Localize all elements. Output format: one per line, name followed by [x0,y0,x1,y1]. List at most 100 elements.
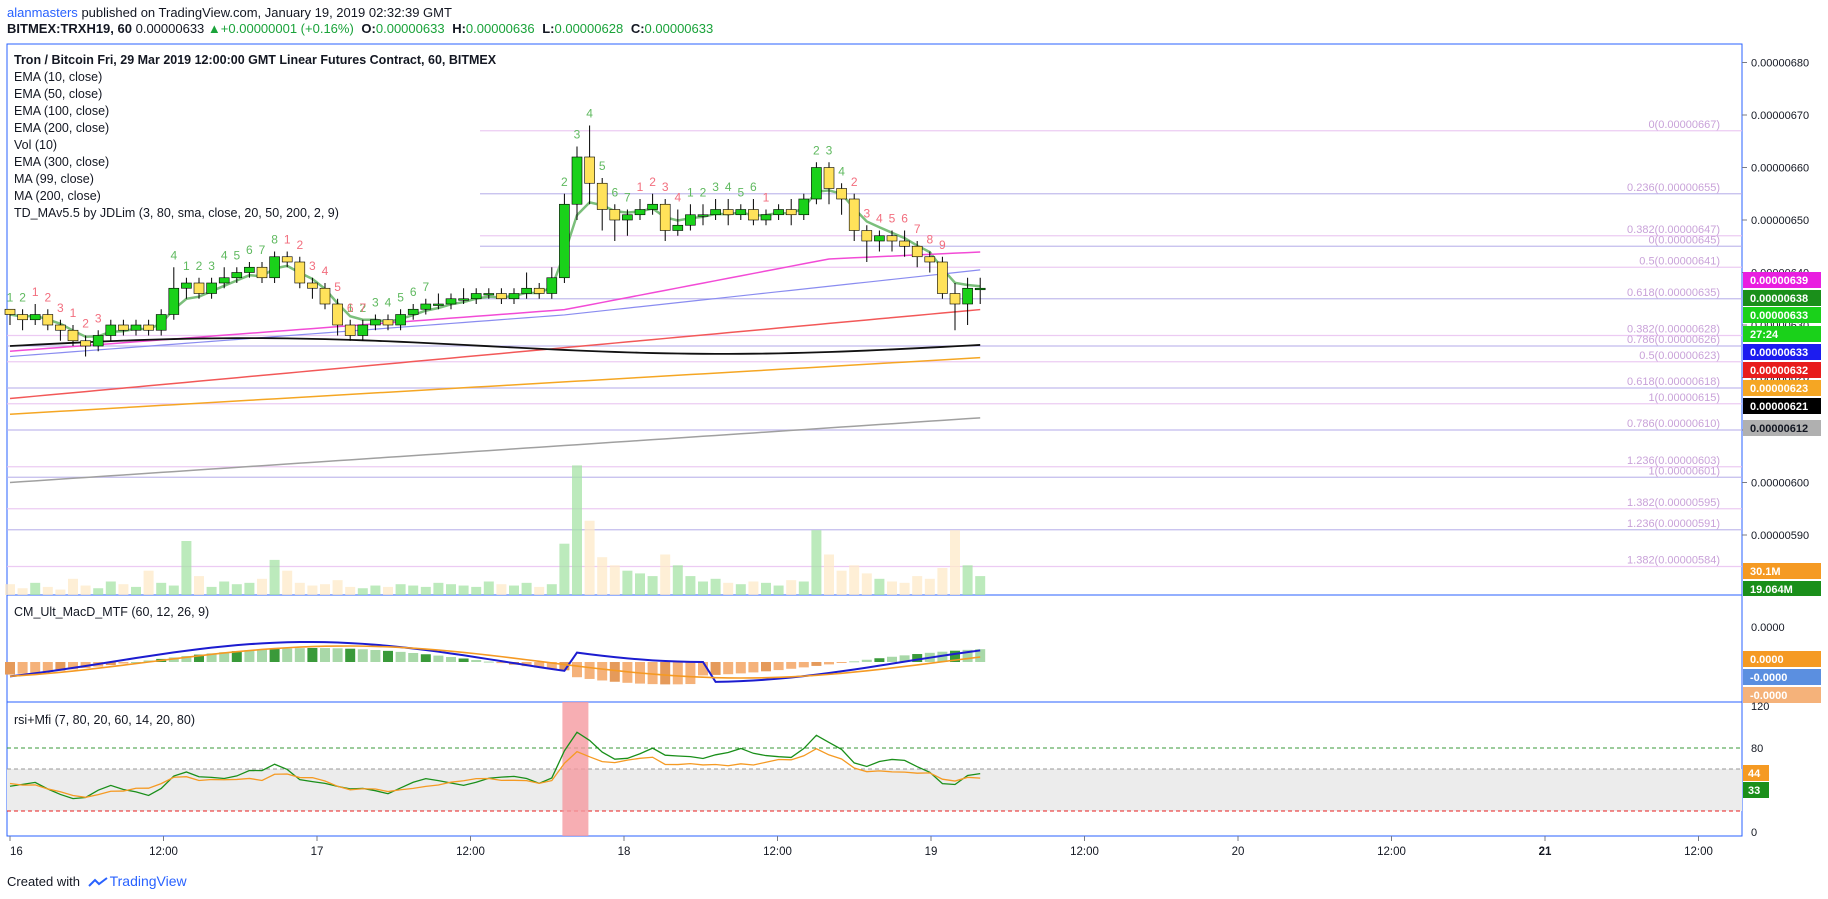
ma-200-line [9,417,981,484]
macd-histogram-bar [395,651,406,662]
macd-histogram-bar [320,648,330,662]
td-count-red: 9 [939,238,946,252]
candle [407,308,419,315]
candle [433,303,444,306]
macd-histogram-bar [887,656,897,662]
volume-bar [42,586,53,595]
macd-histogram-bar [672,662,683,685]
x-tick-label: 12:00 [1377,846,1406,858]
td-count-red: 7 [914,222,921,236]
td-count-green: 2 [359,301,366,315]
fib-level-label: 1(0.00000615) [1648,392,1720,404]
volume-bar [698,581,708,595]
candle [559,203,570,279]
volume-bar [975,576,986,595]
candle [924,256,936,263]
macd-signal-line [9,645,981,679]
volume-bar [874,578,885,595]
candle [962,287,973,305]
td-count-green: 3 [712,180,719,194]
volume-bar [395,584,406,595]
candle [332,303,343,326]
symbol-ohlc-bar: BITMEX:TRXH19, 60 0.00000633 ▲+0.0000000… [7,21,713,36]
price-badge [1743,362,1821,378]
td-count-red: 4 [876,212,883,226]
macd-badge-label: -0.0000 [1750,672,1787,684]
td-count-green: 6 [410,285,417,299]
macd-histogram-bar [773,662,784,671]
price-badge-label: 0.00000623 [1750,383,1808,395]
volume-badge-label: 19.064M [1750,584,1793,596]
volume-bar [635,573,645,595]
y-tick-label: 0.00000650 [1751,215,1809,227]
td-count-green: 5 [397,290,404,304]
candle [760,214,772,221]
macd-histogram-bar [244,650,255,662]
fib-level-label: 0.786(0.00000626) [1627,334,1720,346]
macd-histogram-bar [849,661,860,663]
x-tick-label: 20 [1232,846,1245,858]
volume-bar [546,584,557,595]
mfi-line [9,747,981,798]
macd-histogram-bar [5,662,15,675]
price-badge-label: 0.00000633 [1750,347,1808,359]
macd-histogram-bar [811,662,822,666]
candle [370,319,381,326]
fib-level-label: 0(0.00000645) [1648,234,1720,246]
macd-badge [1743,687,1821,703]
macd-histogram-bar [647,662,658,685]
volume-bar [849,565,860,595]
macd-y-tick-label: 0.0000 [1751,622,1785,634]
macd-histogram-bar [282,648,293,662]
volume-bar [521,582,532,595]
candle [659,203,671,231]
volume-bar [937,568,948,595]
volume-bar [672,565,683,595]
ema-100-line [9,269,981,358]
td-count-green: 3 [826,143,833,157]
rsi-band [7,769,1742,811]
macd-histogram-bar [899,655,910,662]
volume-bar [597,557,608,595]
td-count-green: 5 [737,185,744,199]
volume-bar [383,586,393,595]
candle [861,230,873,242]
fib-level-label: 1.382(0.00000584) [1627,555,1720,567]
indicator-legend-item: EMA (100, close) [14,104,109,118]
x-tick-label: 18 [618,846,631,858]
volume-bar [206,586,217,595]
candle [244,266,255,273]
fib-level-label: 0.382(0.00000647) [1627,224,1720,236]
volume-bar [458,585,469,595]
candle [269,256,280,279]
macd-histogram-bar [874,658,885,662]
macd-histogram-bar [685,662,696,685]
volume-badge [1743,563,1821,579]
rsi-pane-title: rsi+Mfi (7, 80, 20, 60, 14, 20, 80) [14,713,195,727]
author-link[interactable]: alanmasters [7,5,78,20]
price-badge-label: 0.00000612 [1750,423,1808,435]
candle [886,235,898,242]
candle [4,308,16,315]
volume-bar [370,585,381,595]
y-tick-label: 0.00000600 [1751,478,1809,490]
candle [496,293,507,300]
candle [546,277,558,294]
rsi-y-tick-label: 80 [1751,743,1763,755]
td-count-red: 4 [322,264,329,278]
volume-bar [269,559,280,595]
volume-bar [735,584,746,595]
candle [596,182,608,210]
price-badge-label: 27:24 [1750,329,1779,341]
td-count-red: 3 [309,259,316,273]
macd-histogram-bar [55,662,66,671]
tradingview-brand[interactable]: TradingView [109,873,187,889]
volume-bar [5,584,15,595]
volume-bar [17,588,28,595]
candle [899,240,910,247]
td-count-green: 2 [813,143,820,157]
volume-bar [118,584,129,595]
publish-text: published on TradingView.com, January 19… [81,5,452,20]
candle [155,314,167,331]
